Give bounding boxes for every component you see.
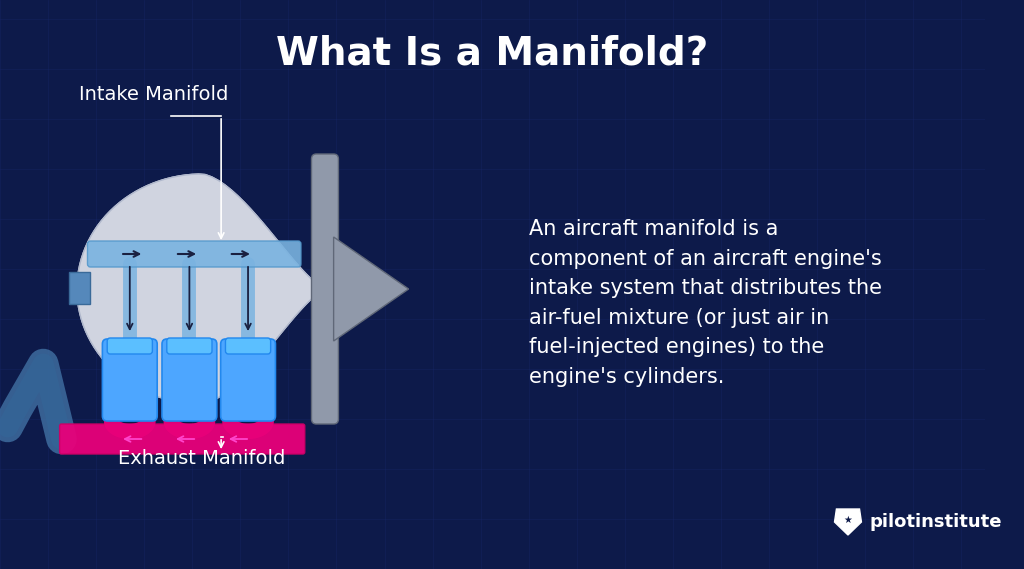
FancyBboxPatch shape bbox=[225, 338, 270, 354]
Text: An aircraft manifold is a
component of an aircraft engine's
intake system that d: An aircraft manifold is a component of a… bbox=[528, 219, 882, 387]
FancyBboxPatch shape bbox=[87, 241, 301, 267]
Text: pilotinstitute: pilotinstitute bbox=[869, 513, 1001, 531]
FancyBboxPatch shape bbox=[59, 424, 305, 454]
Text: Intake Manifold: Intake Manifold bbox=[79, 85, 228, 104]
FancyBboxPatch shape bbox=[108, 338, 153, 354]
Polygon shape bbox=[77, 174, 327, 404]
FancyBboxPatch shape bbox=[311, 154, 338, 424]
Text: ★: ★ bbox=[844, 515, 852, 525]
FancyBboxPatch shape bbox=[102, 339, 158, 421]
FancyBboxPatch shape bbox=[167, 338, 212, 354]
FancyBboxPatch shape bbox=[162, 339, 217, 421]
FancyBboxPatch shape bbox=[70, 272, 90, 304]
Polygon shape bbox=[334, 237, 409, 341]
Polygon shape bbox=[835, 509, 861, 535]
FancyBboxPatch shape bbox=[220, 339, 275, 421]
Text: Exhaust Manifold: Exhaust Manifold bbox=[118, 450, 286, 468]
Text: What Is a Manifold?: What Is a Manifold? bbox=[276, 34, 709, 72]
